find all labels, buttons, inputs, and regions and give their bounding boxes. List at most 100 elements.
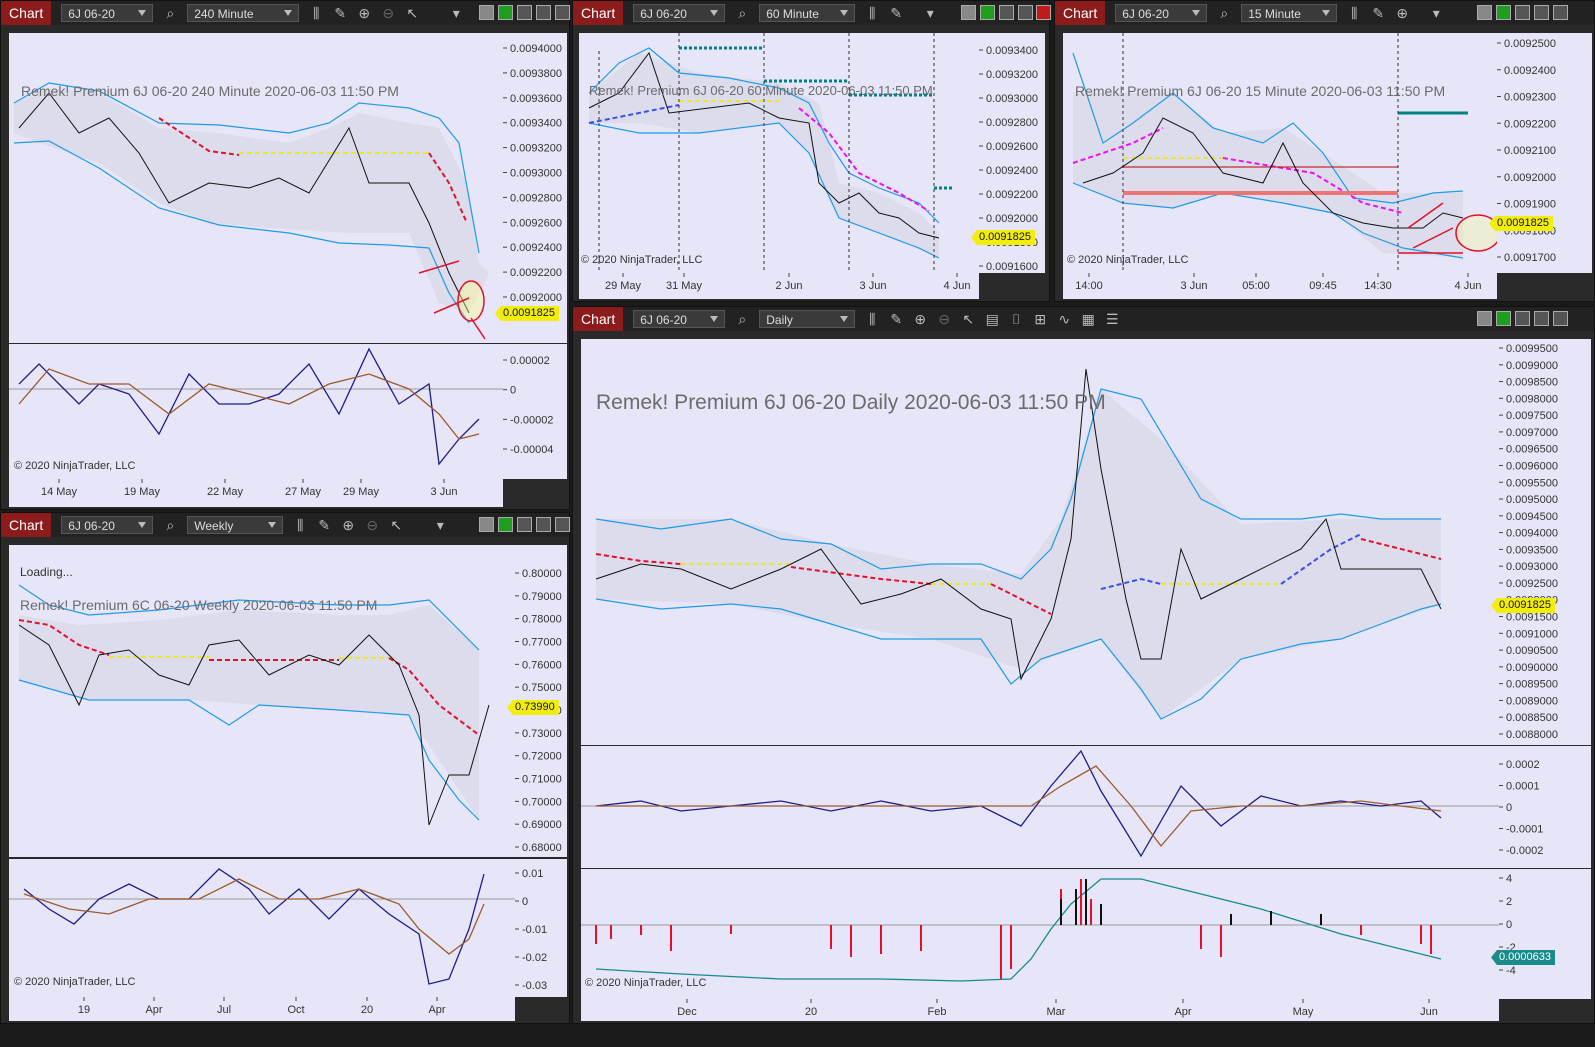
bar-type-icon[interactable]: ⫼: [869, 5, 876, 21]
instrument-selector[interactable]: 6J 06-20: [61, 4, 154, 22]
chart-trader-icon[interactable]: ▦: [1081, 311, 1095, 327]
more-dropdown-icon[interactable]: ▾: [452, 5, 460, 21]
search-icon[interactable]: ⌕: [1220, 5, 1229, 21]
interval-selector[interactable]: 60 Minute: [759, 4, 856, 22]
templates-icon[interactable]: ⌷: [1012, 311, 1021, 327]
zoom-in-icon[interactable]: ⊕: [914, 311, 927, 327]
price-panel[interactable]: Remek! Premium 6J 06-20 240 Minute 2020-…: [9, 33, 503, 343]
interval-selector[interactable]: Weekly: [187, 516, 284, 534]
draw-tool-icon[interactable]: ✎: [1372, 5, 1385, 21]
link-button[interactable]: [1477, 311, 1492, 326]
oscillator-panel[interactable]: © 2020 NinjaTrader, LLC: [581, 869, 1499, 999]
time-axis-tick-label: Apr: [145, 1004, 162, 1016]
price-axis-tick-label: 0.0093400: [510, 118, 562, 130]
close-button[interactable]: [1036, 5, 1051, 20]
draw-tool-icon[interactable]: ✎: [334, 5, 347, 21]
close-button[interactable]: [1553, 5, 1568, 20]
bar-type-icon[interactable]: ⫼: [869, 311, 876, 327]
instrument-selector[interactable]: 6J 06-20: [633, 4, 726, 22]
price-panel[interactable]: Remek! Premium 6J 06-20 Daily 2020-06-03…: [581, 339, 1499, 745]
link-button[interactable]: [961, 5, 976, 20]
link-button[interactable]: [1477, 5, 1492, 20]
minimize-button[interactable]: [517, 517, 532, 532]
color-link-button[interactable]: [1496, 311, 1511, 326]
last-price-tag: 0.0091825: [1489, 216, 1553, 231]
zoom-out-icon[interactable]: ⊖: [382, 5, 395, 21]
time-axis-tick-label: 19 May: [124, 486, 161, 498]
draw-tool-icon[interactable]: ✎: [318, 517, 331, 533]
maximize-button[interactable]: [536, 517, 551, 532]
minimize-button[interactable]: [1515, 311, 1530, 326]
more-dropdown-icon[interactable]: ▾: [926, 5, 934, 21]
time-axis-tick-label: 3 Jun: [860, 280, 887, 292]
color-link-button[interactable]: [498, 5, 513, 20]
instrument-selector[interactable]: 6J 06-20: [633, 310, 726, 328]
price-axis-tick-label: 0.0092600: [986, 141, 1038, 153]
indicator-panel[interactable]: © 2020 NinjaTrader, LLC: [9, 859, 515, 997]
pointer-icon[interactable]: ↖: [962, 311, 975, 327]
chart-window-15min: Chart 6J 06-20 ⌕ 15 Minute ⫼ ✎ ⊕ ▾: [1054, 0, 1595, 302]
time-axis-tick-label: Apr: [1174, 1006, 1191, 1018]
instrument-selector[interactable]: 6J 06-20: [1115, 4, 1208, 22]
color-link-button[interactable]: [980, 5, 995, 20]
minimize-button[interactable]: [1515, 5, 1530, 20]
maximize-button[interactable]: [1534, 5, 1549, 20]
toolbar: Chart 6J 06-20 ⌕ Weekly ⫼ ✎ ⊕ ⊖ ↖ ▾: [1, 513, 569, 537]
indicators-icon[interactable]: ⊞: [1034, 311, 1047, 327]
draw-tool-icon[interactable]: ✎: [890, 5, 903, 21]
price-axis-tick-label: 0.0091500: [1506, 612, 1558, 624]
price-axis-tick-label: 0.0093000: [986, 93, 1038, 105]
price-panel[interactable]: Remek! Premium 6J 06-20 60 Minute 2020-0…: [579, 33, 979, 273]
indicator-panel[interactable]: [581, 746, 1499, 868]
price-panel[interactable]: Loading... Remek! Premium 6C 06-20 Weekl…: [9, 545, 515, 857]
zoom-in-icon[interactable]: ⊕: [358, 5, 371, 21]
properties-icon[interactable]: ▤: [985, 311, 999, 327]
draw-tool-icon[interactable]: ✎: [890, 311, 903, 327]
maximize-button[interactable]: [536, 5, 551, 20]
interval-selector[interactable]: 240 Minute: [187, 4, 300, 22]
zoom-out-icon[interactable]: ⊖: [938, 311, 951, 327]
search-icon[interactable]: ⌕: [738, 5, 747, 21]
data-box-icon[interactable]: ☰: [1105, 311, 1119, 327]
bar-type-icon[interactable]: ⫼: [297, 517, 304, 533]
bar-type-icon[interactable]: ⫼: [313, 5, 320, 21]
minimize-button[interactable]: [517, 5, 532, 20]
link-button[interactable]: [479, 517, 494, 532]
chart-tab[interactable]: Chart: [573, 1, 624, 25]
close-button[interactable]: [555, 5, 570, 20]
link-button[interactable]: [479, 5, 494, 20]
color-link-button[interactable]: [498, 517, 513, 532]
search-icon[interactable]: ⌕: [738, 311, 747, 327]
zoom-in-icon[interactable]: ⊕: [1396, 5, 1409, 21]
strategies-icon[interactable]: ∿: [1058, 311, 1071, 327]
maximize-button[interactable]: [1534, 311, 1549, 326]
close-button[interactable]: [555, 517, 570, 532]
close-button[interactable]: [1553, 311, 1568, 326]
price-axis-tick-label: 0.69000: [522, 819, 562, 831]
time-axis: Dec 20 Feb Mar Apr May Jun: [581, 999, 1499, 1021]
pointer-icon[interactable]: ↖: [406, 5, 419, 21]
chart-tab[interactable]: Chart: [1055, 1, 1106, 25]
time-axis-tick-label: 29 May: [605, 280, 642, 292]
indicator-panel[interactable]: © 2020 NinjaTrader, LLC: [9, 344, 503, 479]
minimize-button[interactable]: [999, 5, 1014, 20]
price-panel[interactable]: Remek! Premium 6J 06-20 15 Minute 2020-0…: [1063, 33, 1497, 273]
indicator-axis-tick-label: -0.00004: [510, 444, 553, 456]
search-icon[interactable]: ⌕: [166, 517, 175, 533]
interval-selector[interactable]: 15 Minute: [1241, 4, 1338, 22]
instrument-selector[interactable]: 6J 06-20: [61, 516, 154, 534]
more-dropdown-icon[interactable]: ▾: [436, 517, 444, 533]
search-icon[interactable]: ⌕: [166, 5, 175, 21]
maximize-button[interactable]: [1018, 5, 1033, 20]
indicator-axis-tick-label: 0.00002: [510, 355, 550, 367]
zoom-out-icon[interactable]: ⊖: [366, 517, 379, 533]
chart-tab[interactable]: Chart: [1, 513, 52, 537]
interval-selector[interactable]: Daily: [759, 310, 856, 328]
zoom-in-icon[interactable]: ⊕: [342, 517, 355, 533]
bar-type-icon[interactable]: ⫼: [1351, 5, 1358, 21]
more-dropdown-icon[interactable]: ▾: [1432, 5, 1440, 21]
pointer-icon[interactable]: ↖: [390, 517, 403, 533]
chart-tab[interactable]: Chart: [1, 1, 52, 25]
color-link-button[interactable]: [1496, 5, 1511, 20]
chart-tab[interactable]: Chart: [573, 307, 624, 331]
